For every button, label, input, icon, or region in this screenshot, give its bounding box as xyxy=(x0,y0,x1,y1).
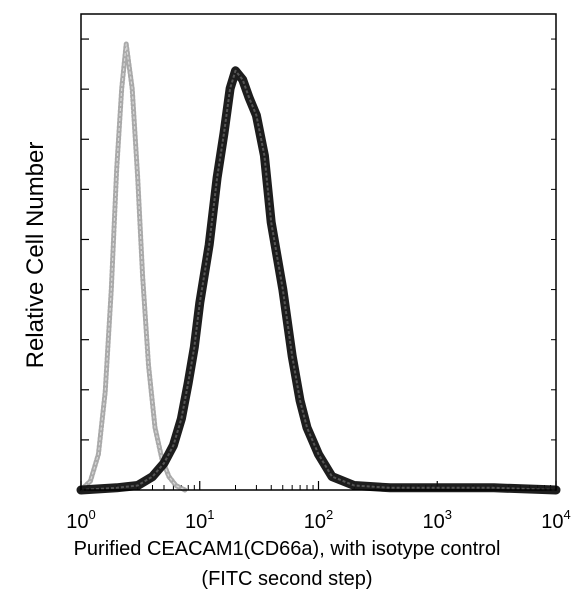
x-tick-label: 101 xyxy=(185,507,214,533)
series-line-1 xyxy=(78,41,188,493)
x-tick-label: 103 xyxy=(423,507,452,533)
series-layer xyxy=(76,41,561,495)
plot-frame xyxy=(80,13,557,491)
x-axis-label: Purified CEACAM1(CD66a), with isotype co… xyxy=(73,538,501,560)
x-axis-label-line2: (FITC second step) xyxy=(201,568,373,590)
x-tick-labels: 100 101 102 103 104 xyxy=(66,507,570,533)
x-tick-label: 100 xyxy=(66,507,95,533)
series-line-2 xyxy=(76,66,561,495)
series-texture-2 xyxy=(80,69,557,491)
y-axis-label-text: Relative Cell Number xyxy=(22,141,49,369)
x-tick-label: 104 xyxy=(541,507,570,533)
x-tick-label: 102 xyxy=(304,507,333,533)
